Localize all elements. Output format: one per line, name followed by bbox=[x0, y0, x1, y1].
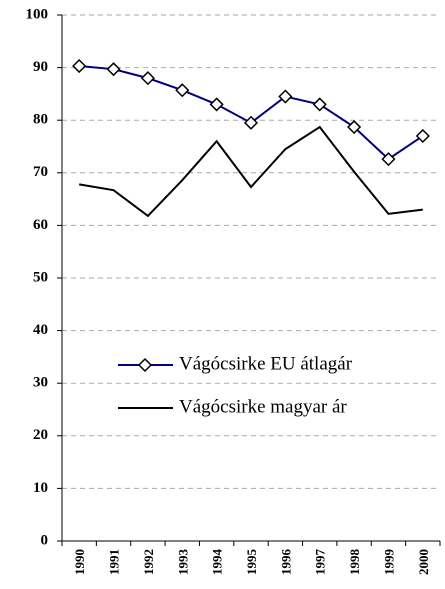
point-marker bbox=[381, 152, 396, 167]
series-line bbox=[79, 65, 424, 161]
point-marker bbox=[140, 71, 155, 86]
y-tick-label: 10 bbox=[33, 480, 48, 496]
y-tick-label: 80 bbox=[33, 112, 48, 128]
series-line bbox=[79, 125, 423, 218]
point-marker bbox=[347, 119, 362, 135]
x-tick-label: 1995 bbox=[244, 549, 259, 576]
y-tick-label: 50 bbox=[33, 269, 48, 285]
x-tick-label: 1993 bbox=[175, 549, 190, 576]
x-tick-label: 1992 bbox=[141, 549, 156, 575]
y-tick-label: 0 bbox=[41, 532, 49, 548]
x-tick-label: 1991 bbox=[107, 549, 122, 575]
y-tick-label: 70 bbox=[33, 164, 48, 180]
x-tick-label: 1990 bbox=[72, 549, 87, 575]
legend-marker bbox=[137, 357, 153, 373]
x-tick-label: 1997 bbox=[313, 549, 328, 576]
y-tick-label: 20 bbox=[33, 427, 48, 443]
x-tick-label: 1999 bbox=[381, 549, 396, 576]
y-tick-label: 90 bbox=[33, 59, 48, 75]
x-tick-label: 2000 bbox=[416, 549, 431, 575]
point-marker bbox=[243, 115, 259, 130]
point-marker bbox=[72, 58, 87, 74]
legend-label: Vágócsirke EU átlagár bbox=[179, 353, 353, 374]
point-marker bbox=[209, 97, 224, 112]
y-tick-label: 30 bbox=[33, 375, 48, 391]
x-tick-label: 1996 bbox=[278, 549, 293, 576]
y-tick-label: 40 bbox=[33, 322, 48, 338]
legend-label: Vágócsirke magyar ár bbox=[179, 396, 347, 417]
point-marker bbox=[278, 89, 293, 104]
point-marker bbox=[106, 62, 121, 77]
point-marker bbox=[312, 97, 327, 112]
y-tick-label: 100 bbox=[26, 6, 49, 22]
x-tick-label: 1998 bbox=[347, 549, 362, 576]
point-marker bbox=[415, 128, 430, 144]
x-tick-label: 1994 bbox=[210, 549, 225, 576]
point-marker bbox=[175, 83, 190, 98]
y-tick-label: 60 bbox=[33, 217, 48, 233]
